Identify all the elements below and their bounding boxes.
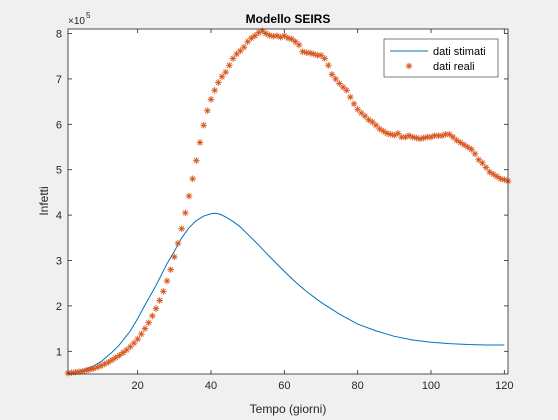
data-point-dati-reali <box>141 325 149 332</box>
data-point-dati-reali <box>200 121 207 129</box>
x-axis-label: Tempo (giorni) <box>250 402 327 416</box>
data-point-dati-reali <box>251 32 259 40</box>
data-point-dati-reali <box>149 312 156 320</box>
data-point-dati-reali <box>306 49 314 57</box>
tick-layer: 20 40 60 80 100 120 1 2 3 4 5 6 7 8 <box>56 29 514 392</box>
x-tick-label: 60 <box>278 380 290 392</box>
legend-marker-sample <box>405 62 413 70</box>
data-point-dati-reali <box>119 349 127 356</box>
data-point-dati-reali <box>185 192 193 200</box>
y-tick-label: 3 <box>56 256 62 268</box>
legend-label-dati-stimati: dati stimati <box>433 46 486 58</box>
data-point-dati-reali <box>207 96 215 103</box>
data-point-dati-reali <box>332 75 339 83</box>
legend: dati stimati dati reali <box>383 38 499 78</box>
data-point-dati-reali <box>365 116 372 124</box>
data-point-dati-reali <box>288 35 295 43</box>
data-point-dati-reali <box>376 125 383 133</box>
data-point-dati-reali <box>321 55 328 62</box>
x-tick-label: 100 <box>422 380 440 392</box>
data-point-dati-reali <box>218 73 226 80</box>
series-line-dati-stimati <box>67 212 505 375</box>
legend-label-dati-reali: dati reali <box>433 61 475 73</box>
data-point-dati-reali <box>380 127 387 135</box>
data-point-dati-reali <box>328 71 336 78</box>
y-tick-label: 8 <box>56 29 62 41</box>
data-point-dati-reali <box>464 143 471 151</box>
x-tick-label: 40 <box>205 380 217 392</box>
data-point-dati-reali <box>189 175 196 183</box>
x-tick-label: 120 <box>495 380 513 392</box>
data-point-dati-reali <box>163 277 171 285</box>
series-layer <box>64 27 512 377</box>
data-point-dati-reali <box>270 32 277 40</box>
data-point-dati-reali <box>160 288 167 295</box>
data-point-dati-reali <box>233 50 240 58</box>
data-point-dati-reali <box>127 343 134 351</box>
data-point-dati-reali <box>152 305 160 312</box>
y-tick-label: 6 <box>56 119 62 131</box>
legend-box <box>383 38 499 78</box>
data-point-dati-reali <box>204 107 211 115</box>
data-point-dati-reali <box>174 239 182 247</box>
data-point-dati-reali <box>493 173 501 180</box>
data-point-dati-reali <box>479 159 486 167</box>
x-tick-label: 80 <box>352 380 364 392</box>
data-point-dati-reali <box>145 319 152 327</box>
data-point-dati-reali <box>105 358 112 366</box>
data-point-dati-reali <box>226 62 233 69</box>
data-point-dati-reali <box>116 352 123 359</box>
data-point-dati-reali <box>490 170 497 178</box>
data-point-dati-reali <box>112 354 119 361</box>
data-point-dati-reali <box>460 141 468 149</box>
data-point-dati-reali <box>347 93 354 101</box>
data-point-dati-reali <box>350 100 358 108</box>
data-point-dati-reali <box>453 136 460 144</box>
chart-title: Modello SEIRS <box>246 12 331 26</box>
data-point-dati-reali <box>211 86 218 94</box>
y-exponent-base: ×10 <box>68 16 85 27</box>
y-tick-label: 4 <box>56 210 62 222</box>
axes-box <box>67 28 509 375</box>
y-tick-label: 7 <box>56 74 62 86</box>
data-point-dati-reali <box>156 297 163 304</box>
data-point-dati-reali <box>222 68 229 76</box>
data-point-dati-reali <box>361 112 369 120</box>
data-point-dati-reali <box>178 225 185 233</box>
y-tick-label: 1 <box>56 346 62 358</box>
data-point-dati-reali <box>215 79 222 86</box>
axes-background <box>68 29 508 374</box>
data-point-dati-reali <box>108 356 116 364</box>
data-point-dati-reali <box>138 330 145 338</box>
data-point-dati-reali <box>468 145 475 153</box>
data-point-dati-reali <box>457 139 464 146</box>
data-point-dati-reali <box>446 131 453 138</box>
data-point-dati-reali <box>248 34 255 42</box>
data-point-dati-reali <box>343 86 350 94</box>
data-point-dati-reali <box>134 335 141 343</box>
data-point-dati-reali <box>292 38 299 46</box>
data-point-dati-reali <box>486 168 493 176</box>
y-tick-label: 5 <box>56 165 62 177</box>
data-point-dati-reali <box>182 209 189 217</box>
data-point-dati-reali <box>193 157 200 164</box>
data-point-dati-reali <box>336 80 343 87</box>
data-point-dati-reali <box>295 41 303 49</box>
legend-star-icon <box>405 62 413 70</box>
data-point-dati-reali <box>471 150 479 158</box>
y-axis-label: Infetti <box>37 186 51 215</box>
data-point-dati-reali <box>167 266 174 273</box>
data-point-dati-reali <box>240 43 248 51</box>
y-exponent-power: 5 <box>86 11 91 20</box>
x-tick-label: 20 <box>132 380 144 392</box>
data-point-dati-reali <box>325 62 332 69</box>
data-point-dati-reali <box>281 32 288 40</box>
data-point-dati-reali <box>196 139 204 146</box>
y-tick-label: 2 <box>56 301 62 313</box>
data-point-dati-reali <box>482 164 490 171</box>
data-point-dati-reali <box>171 253 178 261</box>
data-point-dati-reali <box>229 55 237 62</box>
